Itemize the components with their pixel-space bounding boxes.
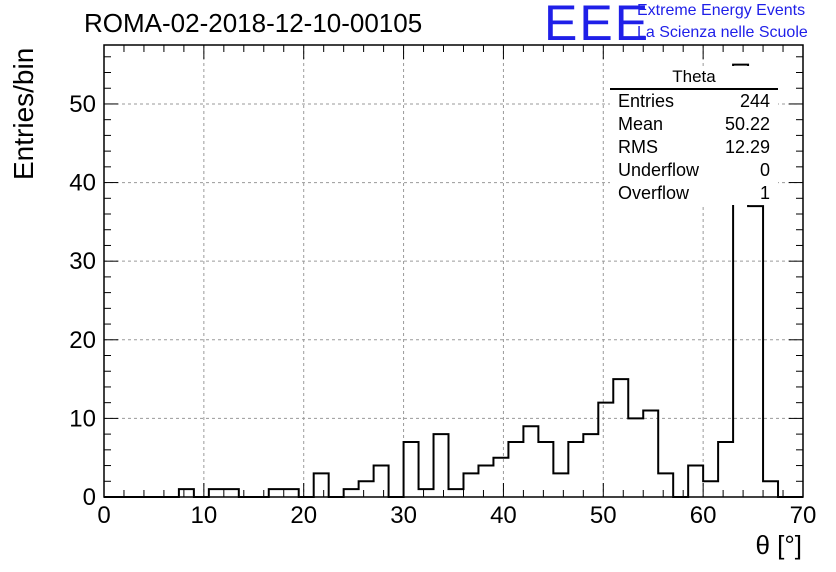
eee-logo: EEE xyxy=(544,0,651,51)
plot-frame xyxy=(103,44,804,498)
x-tick-label: 60 xyxy=(690,502,717,529)
stats-label: Entries xyxy=(618,91,675,111)
x-tick-label: 70 xyxy=(790,502,817,529)
stats-row-entries: Entries 244 xyxy=(610,90,778,113)
logo-line-1: Extreme Energy Events xyxy=(637,2,806,19)
x-tick-label: 20 xyxy=(290,502,317,529)
logo-line-2: La Scienza nelle Scuole xyxy=(637,24,808,41)
x-axis-label: θ [°] xyxy=(755,530,802,560)
stats-row-underflow: Underflow 0 xyxy=(610,159,778,182)
stats-label: Underflow xyxy=(618,160,700,180)
y-tick-label: 40 xyxy=(69,170,96,197)
y-axis-label: Entries/bin xyxy=(8,47,39,180)
stats-box: Theta Entries 244 Mean 50.22 RMS 12.29 U… xyxy=(610,66,778,205)
axes xyxy=(103,44,804,498)
stats-row-overflow: Overflow 1 xyxy=(610,182,778,205)
x-tick-label: 0 xyxy=(97,502,110,529)
y-tick-label: 50 xyxy=(69,91,96,118)
x-tick-label: 30 xyxy=(390,502,417,529)
stats-value: 1 xyxy=(759,183,770,203)
stats-row-mean: Mean 50.22 xyxy=(610,113,778,136)
stats-label: Overflow xyxy=(618,183,690,203)
stats-value: 12.29 xyxy=(724,137,770,157)
stats-label: RMS xyxy=(618,137,658,157)
stats-label: Mean xyxy=(618,114,664,134)
x-tick-label: 10 xyxy=(191,502,218,529)
stats-value: 244 xyxy=(739,91,770,111)
y-tick-label: 10 xyxy=(69,405,96,432)
y-tick-label: 0 xyxy=(83,484,96,511)
x-tick-label: 50 xyxy=(590,502,617,529)
stats-value: 50.22 xyxy=(724,114,770,134)
chart-title: ROMA-02-2018-12-10-00105 xyxy=(84,8,423,38)
stats-value: 0 xyxy=(759,160,770,180)
y-tick-label: 30 xyxy=(69,248,96,275)
y-tick-label: 20 xyxy=(69,327,96,354)
stats-title: Theta xyxy=(610,66,778,90)
stats-row-rms: RMS 12.29 xyxy=(610,136,778,159)
x-tick-label: 40 xyxy=(490,502,517,529)
